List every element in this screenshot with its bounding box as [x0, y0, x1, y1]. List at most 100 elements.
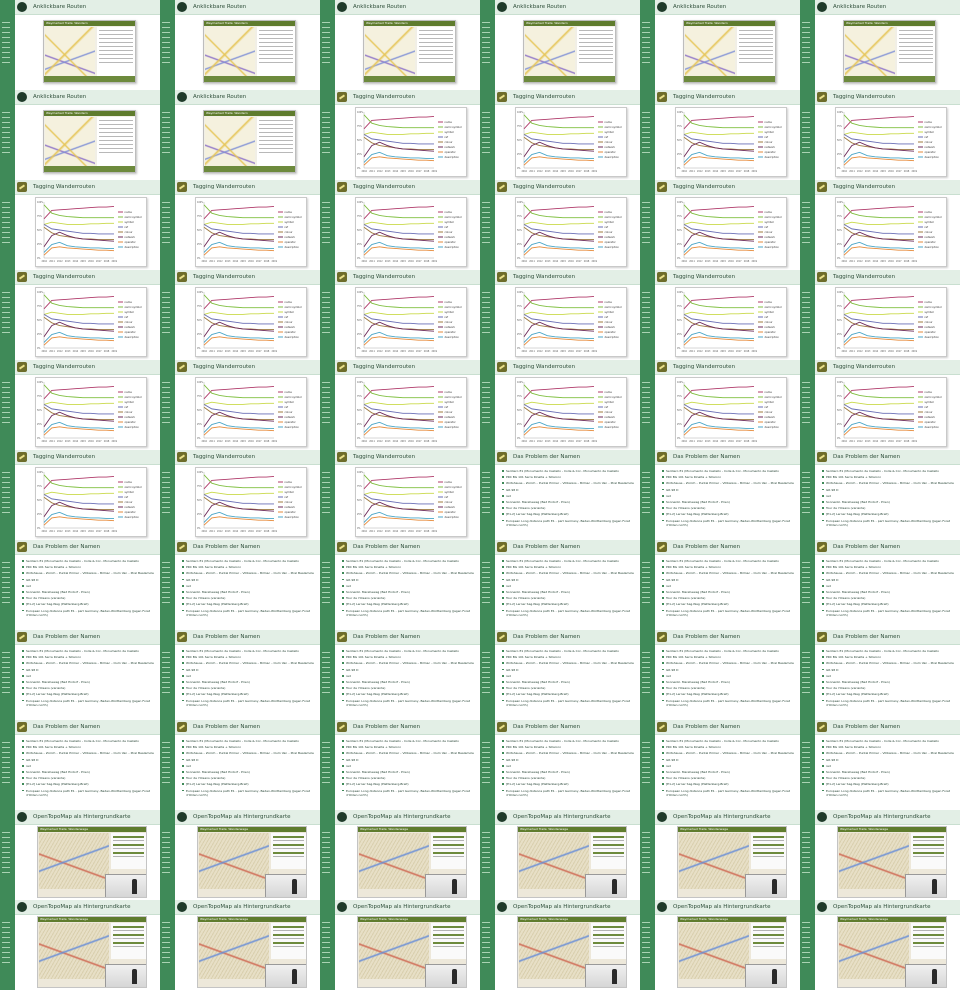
sidebar-nav-tick [642, 322, 650, 323]
slide-thumbnail[interactable]: Das Problem der Namen Sentiero E1 (Monum… [640, 720, 800, 810]
slide-thumbnail[interactable]: Tagging Wanderrouten name osmc:symbol symb… [480, 90, 640, 180]
name-example-item: Sonnenbl. Mareheweg (Bad Endorf - Prien) [22, 590, 156, 594]
tagging-line-chart: name osmc:symbol symbol ref colour network ope… [515, 377, 627, 447]
slide-thumbnail[interactable]: Anklickbare Routen Waymarked Trails: Wan… [160, 0, 320, 90]
sidebar-nav-tick [482, 587, 490, 588]
sidebar-nav-tick [642, 587, 650, 588]
slide-thumbnail[interactable]: OpenTopoMap als Hintergrundkarte Waymark… [640, 900, 800, 990]
slide-thumbnail[interactable]: Tagging Wanderrouten name osmc:symbol symb… [160, 450, 320, 540]
hiking-logo-icon [17, 182, 27, 192]
x-tick-label: 2010 [522, 350, 528, 353]
slide-thumbnail[interactable]: OpenTopoMap als Hintergrundkarte Waymark… [640, 810, 800, 900]
slide-thumbnail[interactable]: Tagging Wanderrouten name osmc:symbol symb… [0, 180, 160, 270]
slide-thumbnail[interactable]: Tagging Wanderrouten name osmc:symbol symb… [160, 180, 320, 270]
sidebar-nav-tick [642, 127, 650, 128]
sidebar-nav-tick [642, 932, 650, 933]
slide-thumbnail[interactable]: Anklickbare Routen Waymarked Trails: Wan… [800, 0, 960, 90]
slide-thumbnail[interactable]: Tagging Wanderrouten name osmc:symbol symb… [160, 270, 320, 360]
openstreetmap-logo-icon [497, 902, 507, 912]
slide-thumbnail[interactable]: Das Problem der Namen Sentiero E1 (Monum… [0, 720, 160, 810]
slide-thumbnail[interactable]: Anklickbare Routen Waymarked Trails: Wan… [160, 90, 320, 180]
slide-thumbnail[interactable]: Tagging Wanderrouten name osmc:symbol symb… [320, 90, 480, 180]
slide-thumbnail[interactable]: Das Problem der Namen Sentiero E1 (Monum… [320, 630, 480, 720]
slide-thumbnail[interactable]: Tagging Wanderrouten name osmc:symbol symb… [0, 360, 160, 450]
slide-thumbnail[interactable]: Tagging Wanderrouten name osmc:symbol symb… [640, 270, 800, 360]
slide-thumbnail[interactable]: Tagging Wanderrouten name osmc:symbol symb… [800, 360, 960, 450]
x-tick-label: 2010 [842, 440, 848, 443]
slide-thumbnail[interactable]: Das Problem der Namen Sentiero E1 (Monum… [320, 540, 480, 630]
slide-thumbnail[interactable]: Tagging Wanderrouten name osmc:symbol symb… [0, 270, 160, 360]
legend-label: osmc:symbol [765, 125, 782, 129]
slide-thumbnail[interactable]: OpenTopoMap als Hintergrundkarte Waymark… [0, 900, 160, 990]
sidebar-nav-tick [322, 292, 330, 293]
y-tick-label: 0% [197, 257, 200, 260]
y-tick-label: 0% [197, 347, 200, 350]
slide-thumbnail[interactable]: Das Problem der Namen Sentiero E1 (Monum… [640, 450, 800, 540]
slide-thumbnail[interactable]: Das Problem der Namen Sentiero E1 (Monum… [800, 630, 960, 720]
slide-thumbnail[interactable]: Das Problem der Namen Sentiero E1 (Monum… [480, 450, 640, 540]
slide-thumbnail[interactable]: Das Problem der Namen Sentiero E1 (Monum… [640, 630, 800, 720]
slide-thumbnail[interactable]: Das Problem der Namen Sentiero E1 (Monum… [0, 540, 160, 630]
slide-thumbnail[interactable]: OpenTopoMap als Hintergrundkarte Waymark… [320, 810, 480, 900]
slide-thumbnail[interactable]: Tagging Wanderrouten name osmc:symbol symb… [640, 90, 800, 180]
slide-thumbnail[interactable]: Das Problem der Namen Sentiero E1 (Monum… [800, 720, 960, 810]
slide-thumbnail[interactable]: Tagging Wanderrouten name osmc:symbol symb… [320, 180, 480, 270]
slide-thumbnail[interactable]: Tagging Wanderrouten name osmc:symbol symb… [800, 270, 960, 360]
hiking-logo-icon [817, 722, 827, 732]
slide-thumbnail[interactable]: Tagging Wanderrouten name osmc:symbol symb… [480, 180, 640, 270]
x-tick-label: 2017 [416, 440, 422, 443]
slide-thumbnail[interactable]: Tagging Wanderrouten name osmc:symbol symb… [640, 360, 800, 450]
slide-thumbnail[interactable]: Anklickbare Routen Waymarked Trails: Wan… [0, 90, 160, 180]
slide-thumbnail[interactable]: OpenTopoMap als Hintergrundkarte Waymark… [160, 810, 320, 900]
slide-sidebar [160, 630, 175, 720]
slide-thumbnail[interactable]: Tagging Wanderrouten name osmc:symbol symb… [320, 450, 480, 540]
slide-thumbnail[interactable]: Anklickbare Routen Waymarked Trails: Wan… [0, 0, 160, 90]
slide-thumbnail[interactable]: Tagging Wanderrouten name osmc:symbol symb… [800, 180, 960, 270]
slide-thumbnail[interactable]: Das Problem der Namen Sentiero E1 (Monum… [160, 630, 320, 720]
waymarked-trails-screenshot: Waymarked Trails: Wandern [203, 110, 296, 173]
legend-label: osmc:symbol [445, 125, 462, 129]
slide-thumbnail[interactable]: OpenTopoMap als Hintergrundkarte Waymark… [480, 900, 640, 990]
slide-thumbnail[interactable]: Tagging Wanderrouten name osmc:symbol symb… [320, 270, 480, 360]
slide-thumbnail[interactable]: Tagging Wanderrouten name osmc:symbol symb… [480, 360, 640, 450]
hiking-logo-icon [817, 92, 827, 102]
y-tick-label: 75% [37, 215, 42, 218]
slide-thumbnail[interactable]: Tagging Wanderrouten name osmc:symbol symb… [800, 90, 960, 180]
x-tick-label: 2019 [912, 170, 918, 173]
slide-thumbnail[interactable]: Tagging Wanderrouten name osmc:symbol symb… [640, 180, 800, 270]
slide-thumbnail[interactable]: Das Problem der Namen Sentiero E1 (Monum… [480, 630, 640, 720]
slide-thumbnail[interactable]: Tagging Wanderrouten name osmc:symbol symb… [160, 360, 320, 450]
slide-thumbnail[interactable]: Anklickbare Routen Waymarked Trails: Wan… [320, 0, 480, 90]
slide-thumbnail[interactable]: Tagging Wanderrouten name osmc:symbol symb… [320, 360, 480, 450]
map-header-bar: Waymarked Trails: Wandern [684, 21, 775, 26]
opentopomap-screenshot: Waymarked Trails: Wanderwege [357, 826, 467, 898]
slide-thumbnail[interactable]: Anklickbare Routen Waymarked Trails: Wan… [640, 0, 800, 90]
topo-map-area [839, 833, 909, 889]
chart-svg: nameosmc:symbolsymbolrefcolournetworkope… [517, 111, 622, 173]
topo-route-panel [111, 923, 146, 959]
map-header-bar: Waymarked Trails: Wandern [364, 21, 455, 26]
slide-thumbnail[interactable]: Das Problem der Namen Sentiero E1 (Monum… [800, 450, 960, 540]
slide-thumbnail[interactable]: Das Problem der Namen Sentiero E1 (Monum… [160, 720, 320, 810]
slide-thumbnail[interactable]: Tagging Wanderrouten name osmc:symbol symb… [480, 270, 640, 360]
slide-thumbnail[interactable]: OpenTopoMap als Hintergrundkarte Waymark… [480, 810, 640, 900]
sidebar-nav-tick [802, 202, 810, 203]
slide-title: Anklickbare Routen [193, 94, 247, 100]
slide-thumbnail[interactable]: Anklickbare Routen Waymarked Trails: Wan… [480, 0, 640, 90]
slide-thumbnail[interactable]: OpenTopoMap als Hintergrundkarte Waymark… [800, 810, 960, 900]
slide-thumbnail[interactable]: OpenTopoMap als Hintergrundkarte Waymark… [0, 810, 160, 900]
slide-thumbnail[interactable]: Das Problem der Namen Sentiero E1 (Monum… [480, 720, 640, 810]
y-tick-label: 75% [37, 305, 42, 308]
slide-thumbnail[interactable]: Das Problem der Namen Sentiero E1 (Monum… [480, 540, 640, 630]
slide-thumbnail[interactable]: OpenTopoMap als Hintergrundkarte Waymark… [320, 900, 480, 990]
slide-thumbnail[interactable]: OpenTopoMap als Hintergrundkarte Waymark… [160, 900, 320, 990]
slide-thumbnail[interactable]: Tagging Wanderrouten name osmc:symbol symb… [0, 450, 160, 540]
name-example-item: Sonnenbl. Mareheweg (Bad Endorf - Prien) [342, 680, 476, 684]
slide-thumbnail[interactable]: Das Problem der Namen Sentiero E1 (Monum… [0, 630, 160, 720]
slide-thumbnail[interactable]: OpenTopoMap als Hintergrundkarte Waymark… [800, 900, 960, 990]
legend-label: operator [925, 150, 937, 154]
slide-thumbnail[interactable]: Das Problem der Namen Sentiero E1 (Monum… [800, 540, 960, 630]
slide-thumbnail[interactable]: Das Problem der Namen Sentiero E1 (Monum… [160, 540, 320, 630]
slide-thumbnail[interactable]: Das Problem der Namen Sentiero E1 (Monum… [320, 720, 480, 810]
slide-thumbnail[interactable]: Das Problem der Namen Sentiero E1 (Monum… [640, 540, 800, 630]
